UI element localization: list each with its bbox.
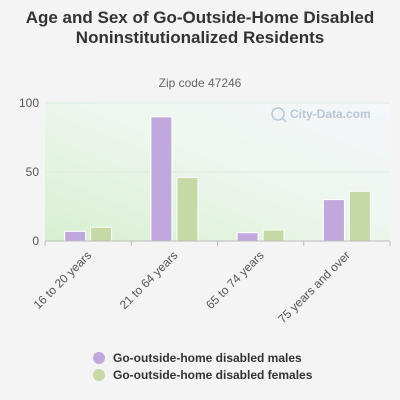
bar-males[interactable]	[322, 199, 345, 242]
x-tick-label: 21 to 64 years	[117, 248, 181, 312]
bar-males[interactable]	[150, 116, 173, 242]
bar-females[interactable]	[262, 229, 285, 242]
x-tick-label: 75 years and over	[275, 248, 353, 326]
bar-males[interactable]	[64, 230, 87, 242]
legend-label: Go-outside-home disabled males	[113, 351, 302, 365]
watermark: City-Data.com	[271, 107, 371, 123]
legend-swatch	[93, 369, 105, 381]
bar-females[interactable]	[176, 177, 199, 242]
y-tick-label: 100	[19, 96, 39, 110]
x-tick-label: 65 to 74 years	[203, 248, 267, 312]
bar-males[interactable]	[236, 232, 259, 242]
chart-subtitle: Zip code 47246	[158, 76, 242, 90]
x-tick-label: 16 to 20 years	[31, 248, 95, 312]
legend-item-females[interactable]: Go-outside-home disabled females	[93, 367, 312, 383]
legend-swatch	[93, 352, 105, 364]
y-tick-label: 50	[26, 165, 40, 179]
legend-item-males[interactable]: Go-outside-home disabled males	[93, 350, 312, 366]
chart-title: Age and Sex of Go-Outside-Home Disabled …	[25, 8, 375, 47]
legend: Go-outside-home disabled males Go-outside…	[93, 350, 312, 384]
legend-label: Go-outside-home disabled females	[113, 368, 313, 382]
watermark-text: City-Data.com	[290, 107, 371, 121]
bar-females[interactable]	[348, 190, 371, 242]
y-tick-label: 0	[32, 234, 39, 248]
bar-females[interactable]	[90, 226, 113, 242]
